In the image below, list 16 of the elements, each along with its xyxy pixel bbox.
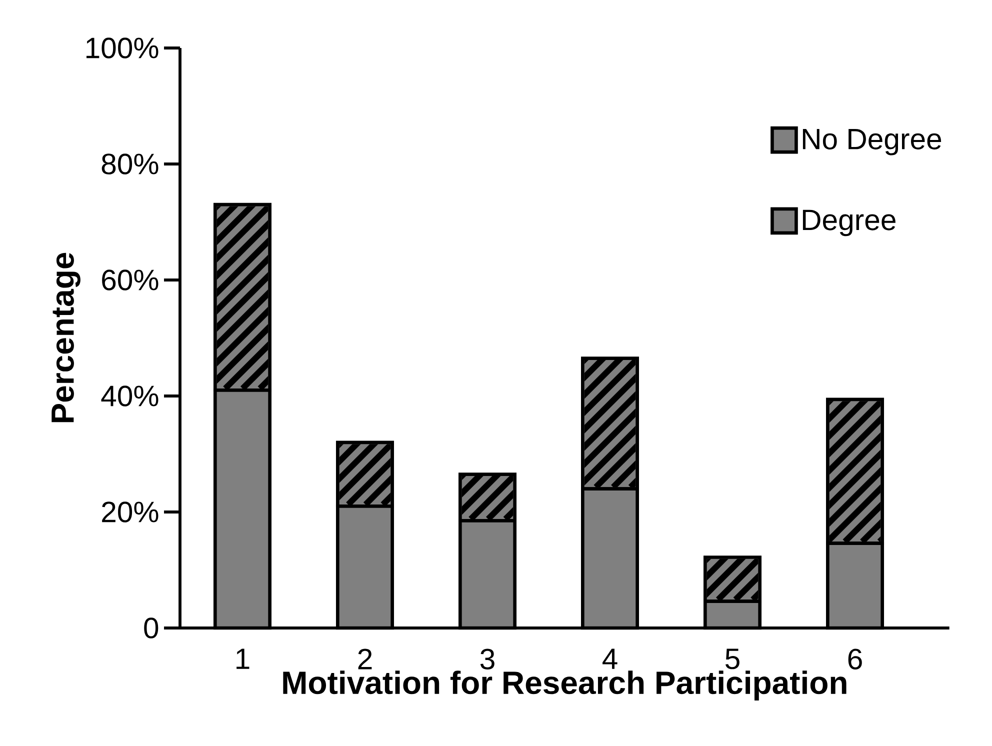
y-tick-label: 80% (102, 154, 158, 174)
y-tick-label: 60% (102, 270, 158, 290)
x-tick-label: 4 (602, 648, 618, 669)
x-tick-label: 2 (358, 648, 372, 670)
y-tick-label: 20% (102, 502, 158, 522)
legend-label: No Degree (802, 129, 942, 156)
x-tick-label: 6 (848, 648, 862, 670)
y-tick-label: 100% (86, 38, 158, 58)
x-tick-label: 1 (236, 648, 250, 669)
x-axis-title: Motivation for Research Participation (283, 670, 846, 700)
y-axis-title: Percentage (52, 252, 80, 422)
y-tick-label: 40% (101, 386, 158, 406)
legend-label: Degree (802, 210, 896, 236)
x-tick-label: 3 (480, 648, 494, 670)
x-tick-label: 5 (726, 648, 740, 670)
y-tick-label: 0 (144, 618, 158, 638)
